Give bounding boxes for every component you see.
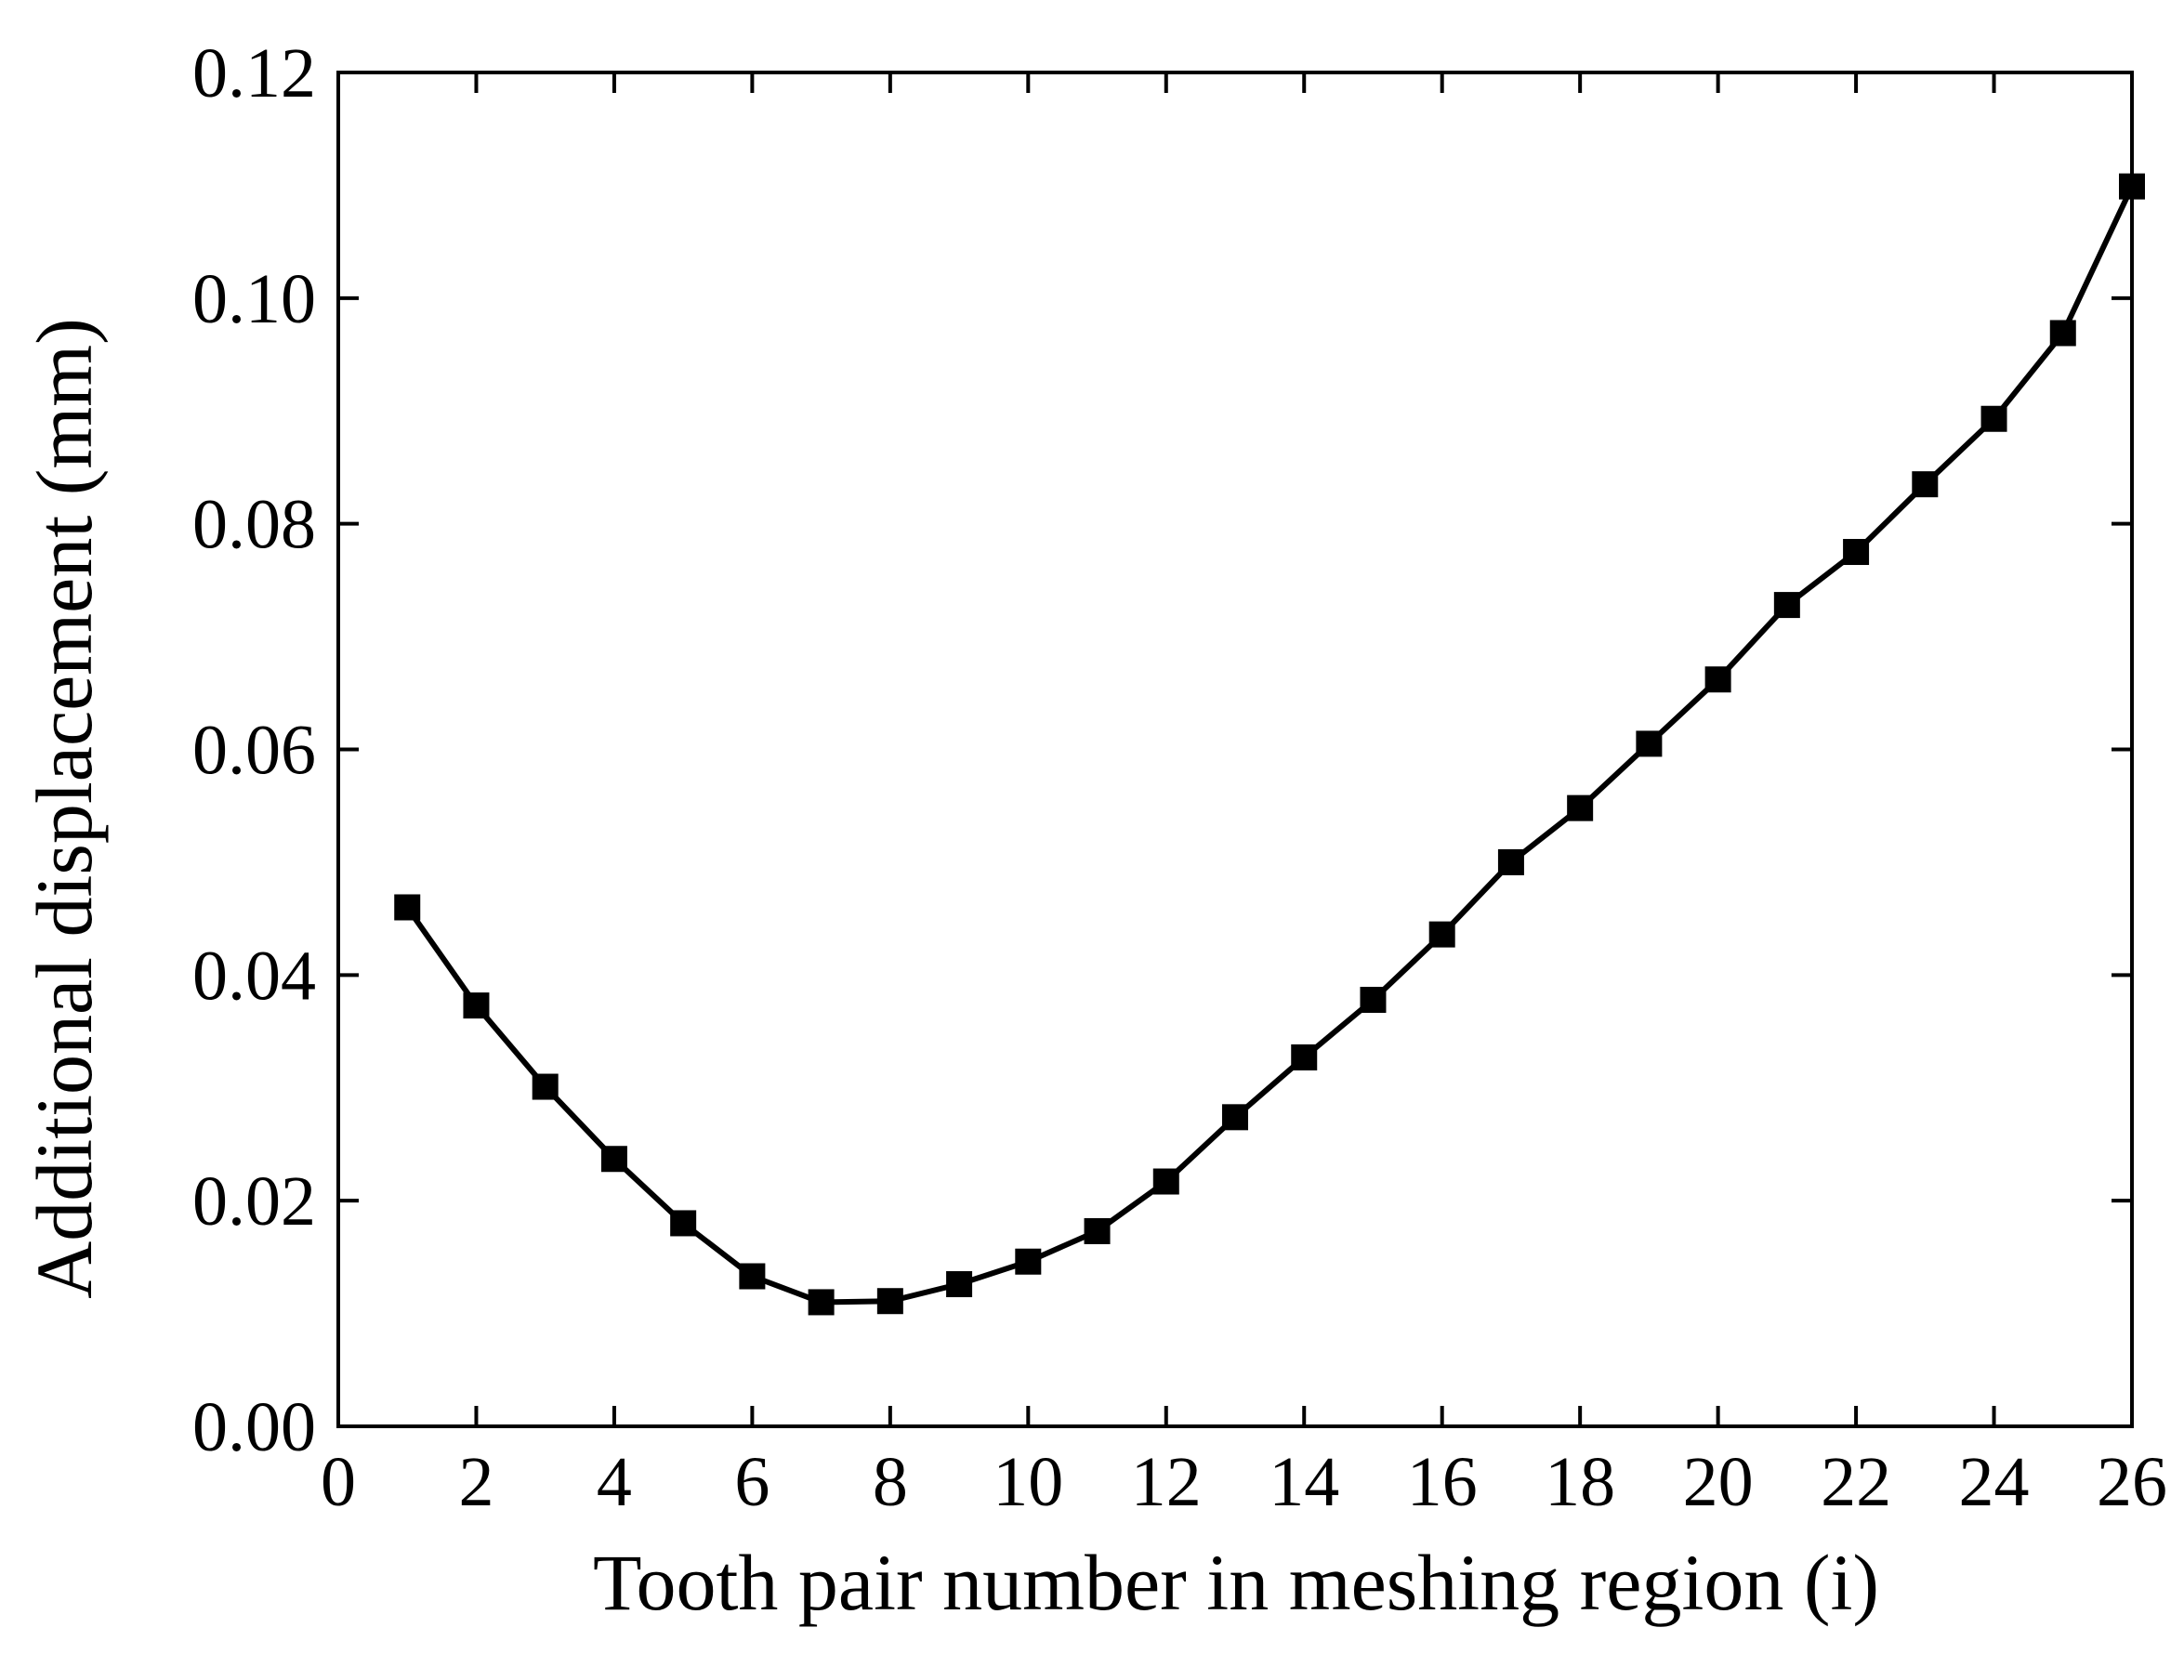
marker: [394, 894, 421, 921]
marker: [1497, 848, 1524, 875]
marker: [1704, 666, 1731, 693]
marker: [1222, 1104, 1248, 1131]
y-tick-label: 0.02: [192, 1162, 316, 1240]
marker: [1567, 794, 1594, 821]
x-tick-label: 2: [458, 1443, 493, 1521]
marker: [463, 992, 490, 1019]
marker: [876, 1288, 903, 1315]
marker: [1428, 921, 1455, 948]
x-tick-label: 16: [1407, 1443, 1478, 1521]
marker: [808, 1289, 835, 1316]
x-tick-label: 26: [2097, 1443, 2167, 1521]
x-tick-label: 4: [597, 1443, 632, 1521]
x-tick-label: 10: [993, 1443, 1063, 1521]
x-tick-label: 0: [321, 1443, 356, 1521]
x-axis-label: Tooth pair number in meshing region (i): [593, 1538, 1879, 1627]
y-tick-label: 0.12: [192, 34, 316, 112]
x-tick-label: 20: [1683, 1443, 1754, 1521]
x-tick-label: 22: [1821, 1443, 1891, 1521]
marker: [1636, 730, 1663, 757]
marker: [739, 1263, 766, 1290]
marker: [1015, 1248, 1042, 1275]
x-tick-label: 12: [1131, 1443, 1202, 1521]
marker: [2049, 320, 2076, 347]
marker: [670, 1210, 697, 1237]
y-tick-label: 0.08: [192, 486, 316, 564]
y-tick-label: 0.10: [192, 260, 316, 338]
x-tick-label: 24: [1959, 1443, 2030, 1521]
x-tick-label: 18: [1545, 1443, 1615, 1521]
marker: [1843, 539, 1870, 566]
y-axis-label: Additional displacement (mm): [20, 318, 109, 1299]
marker: [1291, 1043, 1318, 1070]
marker: [600, 1146, 627, 1173]
series-line: [404, 185, 2135, 1306]
marker: [532, 1073, 559, 1100]
marker: [2119, 173, 2145, 200]
x-tick-label: 14: [1269, 1443, 1339, 1521]
x-tick-label: 6: [734, 1443, 770, 1521]
plot-frame: [336, 71, 2134, 1428]
y-tick-label: 0.04: [192, 937, 316, 1015]
marker: [946, 1271, 973, 1298]
marker: [1912, 471, 1939, 498]
y-tick-label: 0.00: [192, 1388, 316, 1466]
marker: [1980, 405, 2007, 432]
marker: [1773, 592, 1800, 619]
marker: [1084, 1217, 1111, 1244]
x-tick-label: 8: [873, 1443, 908, 1521]
y-tick-label: 0.06: [192, 712, 316, 790]
marker: [1360, 987, 1387, 1014]
marker: [1152, 1168, 1179, 1195]
